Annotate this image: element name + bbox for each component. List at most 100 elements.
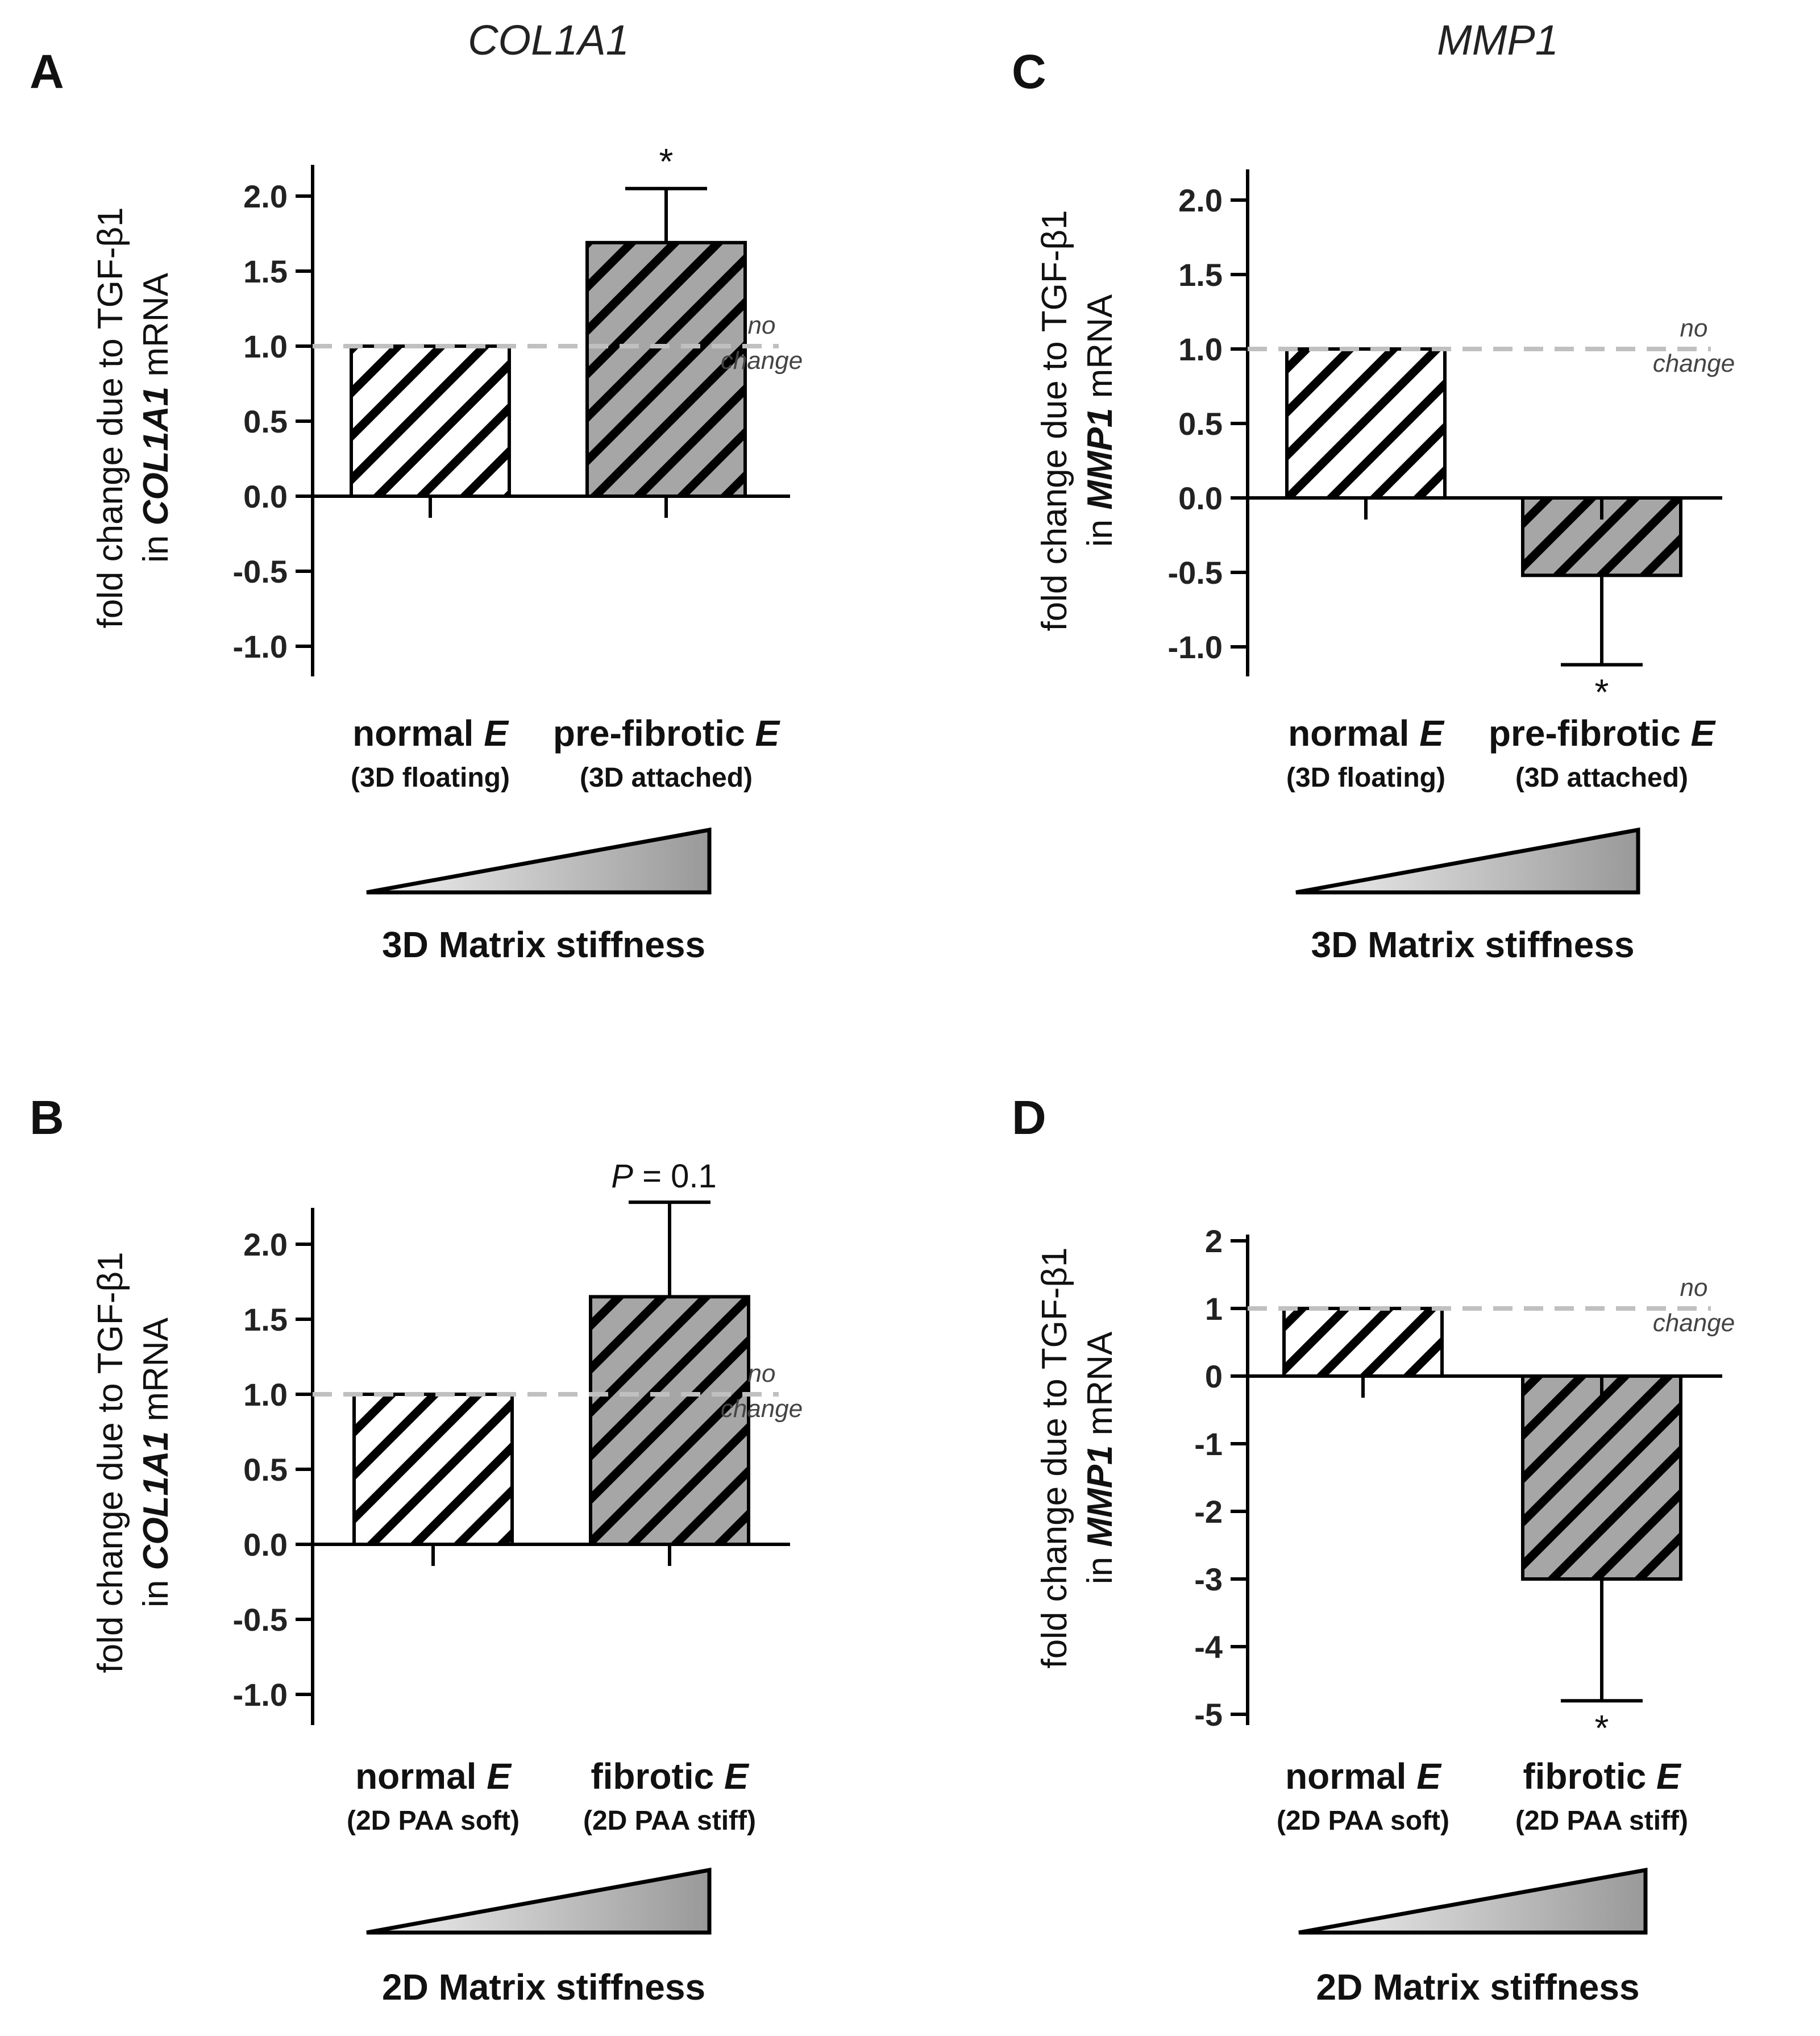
panel-a-stiffness-wedge — [366, 827, 712, 895]
panel-a-letter: A — [30, 45, 64, 98]
panel-b-letter: B — [30, 1091, 64, 1144]
panel-a-y-tick-label: -0.5 — [233, 554, 288, 589]
panel-b-category-space — [476, 1756, 487, 1797]
panel-c-category-space — [1681, 713, 1691, 754]
panel-a-no-change-label: change — [721, 347, 803, 375]
panel-d-y-tick-label: -1 — [1194, 1426, 1223, 1462]
panel-d-letter: D — [1012, 1091, 1046, 1144]
panel-d-category-space — [1646, 1756, 1656, 1797]
panel-d-y-tick-label: -3 — [1194, 1561, 1223, 1597]
panel-c-category-label-1: normal E — [1288, 713, 1445, 754]
panel-c-y-label-mrna: mRNA — [1081, 294, 1120, 408]
panel-c-category-modulus: E — [1690, 713, 1716, 754]
panel-c-letter: C — [1012, 45, 1046, 98]
panel-a-category-modulus: E — [755, 713, 780, 754]
panel-b-annotation: P = 0.1 — [611, 1158, 716, 1195]
panel-d-y-tick-label: 2 — [1205, 1223, 1223, 1259]
panel-a-y-tick-label: 2.0 — [243, 178, 288, 214]
panel-a-y-label-in: in — [136, 525, 176, 562]
panel-c-category-name: pre-fibrotic — [1489, 713, 1681, 754]
panel-d-stiffness-wedge — [1298, 1867, 1648, 1935]
panel-a-category-modulus: E — [484, 713, 509, 754]
panel-b-y-tick-label: 1.5 — [243, 1302, 288, 1337]
panel-d-category-name: normal — [1285, 1756, 1406, 1797]
panel-a-category-sublabel-1: (3D floating) — [351, 763, 510, 793]
panel-c-stiffness-wedge — [1295, 827, 1640, 895]
panel-d-stiffness-label: 2D Matrix stiffness — [1316, 1967, 1639, 2008]
panel-d-annotation: * — [1595, 1707, 1609, 1748]
panel-d-y-tick-label: -2 — [1194, 1494, 1223, 1530]
panel-a-category-name: pre-fibrotic — [553, 713, 745, 754]
panel-a-stiffness-label: 3D Matrix stiffness — [382, 924, 705, 965]
panel-a-y-tick-label: 1.0 — [243, 329, 288, 364]
panel-c-category-space — [1409, 713, 1419, 754]
panel-b-y-label-line2: in COL1A1 mRNA — [136, 1317, 176, 1607]
panel-b-category-modulus: E — [724, 1756, 750, 1797]
panel-a-no-change-label: no — [748, 311, 776, 339]
panel-c-y-label-line1: fold change due to TGF-β1 — [1035, 210, 1074, 631]
panel-b-category-sublabel-2: (2D PAA stiff) — [583, 1806, 756, 1836]
panel-b-no-change-label: change — [721, 1395, 803, 1423]
panel-a-annotation: * — [659, 141, 674, 182]
panel-b-y-tick-label: 0.0 — [243, 1527, 288, 1563]
panel-d-y-label-line2: in MMP1 mRNA — [1081, 1331, 1120, 1584]
panel-c-y-tick-label: 0.5 — [1178, 406, 1223, 442]
panel-d-category-modulus: E — [1656, 1756, 1682, 1797]
panel-b-category-modulus: E — [487, 1756, 512, 1797]
panel-c-stiffness-label: 3D Matrix stiffness — [1311, 924, 1634, 965]
column-title-mmp1: MMP1 — [1437, 16, 1559, 64]
panel-c-category-modulus: E — [1419, 713, 1445, 754]
panel-c-category-label-2: pre-fibrotic E — [1489, 713, 1717, 754]
panel-c: C 2.0 1.5 1.0 0.5 0.0 -0.5 -1.0 * no change fold ch… — [1012, 45, 1735, 965]
panel-c-y-tick-label: -1.0 — [1168, 629, 1223, 665]
panel-b-category-label-1: normal E — [355, 1756, 512, 1797]
panel-d-category-name: fibrotic — [1523, 1756, 1646, 1797]
panel-b: B 2.0 1.5 1.0 0.5 0.0 -0.5 -1.0 P = 0.1 no change f… — [30, 1091, 803, 2008]
panel-b-category-name: normal — [355, 1756, 476, 1797]
panel-c-y-tick-label: 2.0 — [1178, 182, 1223, 218]
panel-a-category-space — [745, 713, 755, 754]
panel-c-y-tick-label: 0.0 — [1178, 480, 1223, 516]
panel-a-y-tick-label: 0.0 — [243, 479, 288, 514]
panel-d-bar-2 — [1521, 1374, 1682, 1581]
panel-b-category-name: fibrotic — [591, 1756, 714, 1797]
panel-d-category-space — [1406, 1756, 1416, 1797]
panel-d-no-change-label: change — [1653, 1309, 1735, 1337]
panel-b-stiffness-wedge — [366, 1867, 712, 1935]
panel-b-y-label-mrna: mRNA — [136, 1317, 176, 1431]
panel-c-no-change-label: change — [1653, 350, 1735, 377]
panel-b-y-tick-label: 2.0 — [243, 1227, 288, 1262]
panel-d: D 2 1 0 -1 -2 -3 -4 -5 * no change fold change due t… — [1012, 1091, 1735, 2008]
panel-b-category-space — [714, 1756, 724, 1797]
panel-d-category-sublabel-2: (2D PAA stiff) — [1515, 1806, 1688, 1836]
panel-b-annotation-rest: = 0.1 — [633, 1158, 717, 1195]
panel-c-y-label-gene: MMP1 — [1081, 408, 1120, 510]
panel-a-y-label-line2: in COL1A1 mRNA — [136, 272, 176, 563]
panel-d-y-tick-label: -4 — [1194, 1629, 1223, 1665]
panel-a-y-tick-label: 1.5 — [243, 254, 288, 289]
panel-c-y-tick-label: -0.5 — [1168, 555, 1223, 591]
panel-b-y-label-line1: fold change due to TGF-β1 — [91, 1252, 130, 1673]
panel-a-category-label-2: pre-fibrotic E — [553, 713, 781, 754]
panel-d-y-tick-label: -5 — [1194, 1697, 1223, 1732]
panel-b-y-tick-label: 1.0 — [243, 1377, 288, 1412]
panel-c-y-label-in: in — [1081, 510, 1120, 547]
panel-d-bar-1 — [1282, 1307, 1444, 1378]
panel-d-y-label-in: in — [1081, 1547, 1120, 1584]
panel-a-category-sublabel-2: (3D attached) — [580, 763, 753, 793]
panel-b-bar-1 — [352, 1393, 514, 1546]
column-title-col1a1: COL1A1 — [468, 16, 629, 64]
panel-b-no-change-label: no — [748, 1360, 776, 1387]
panel-d-category-label-2: fibrotic E — [1523, 1756, 1682, 1797]
panel-b-y-tick-label: -0.5 — [233, 1602, 288, 1638]
panel-b-annotation-text: P — [611, 1158, 633, 1195]
panel-a-y-label-line1: fold change due to TGF-β1 — [91, 207, 130, 628]
panel-b-y-label-gene: COL1A1 — [136, 1431, 176, 1570]
panel-d-y-tick-label: 1 — [1205, 1291, 1223, 1327]
panel-d-y-label-gene: MMP1 — [1081, 1445, 1120, 1547]
panel-d-y-label-mrna: mRNA — [1081, 1331, 1120, 1445]
panel-c-bar-1 — [1285, 347, 1447, 500]
panel-a-y-label-mrna: mRNA — [136, 272, 176, 386]
panel-c-category-sublabel-2: (3D attached) — [1515, 763, 1688, 793]
panel-d-y-tick-label: 0 — [1205, 1358, 1223, 1394]
